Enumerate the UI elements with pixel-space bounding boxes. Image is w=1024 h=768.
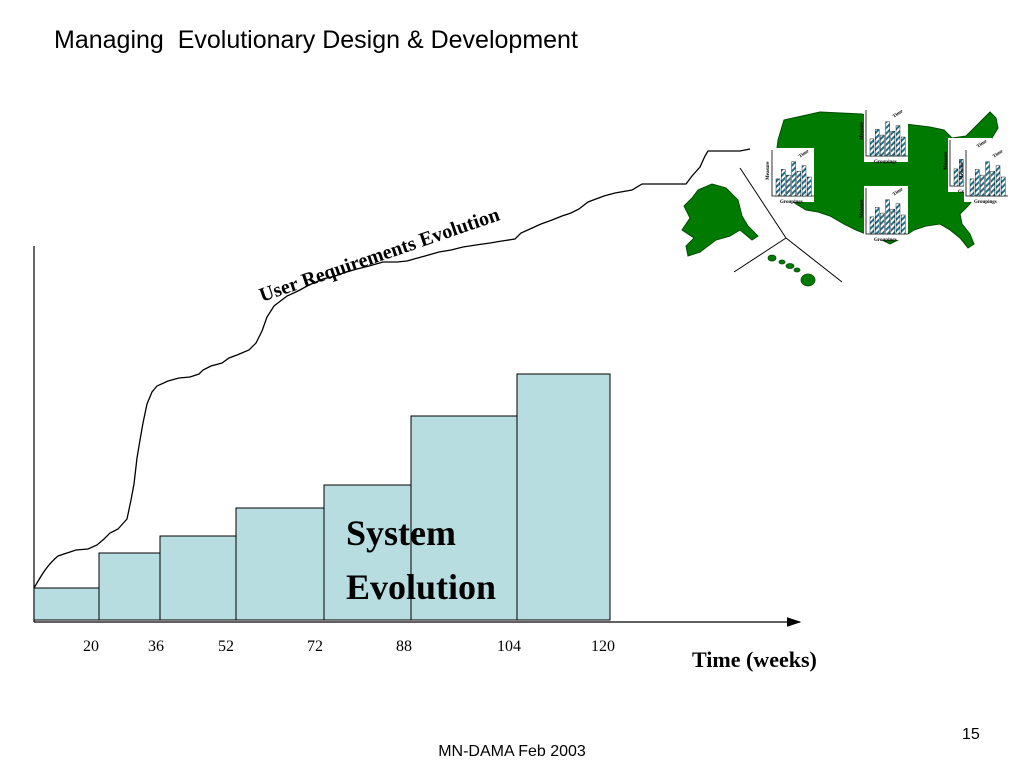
mini-chart-bar — [980, 174, 985, 197]
x-tick-label: 120 — [591, 638, 615, 655]
mini-chart-bar — [880, 134, 885, 157]
mini-chart-measure-label: Measure — [944, 151, 949, 170]
x-tick-label: 72 — [307, 638, 323, 655]
mini-chart-bar — [953, 168, 959, 187]
mini-chart-bar — [791, 161, 796, 197]
mini-chart-bar — [786, 174, 791, 197]
user-requirements-curve — [33, 148, 751, 589]
mini-chart-groupings-label: Groupings — [974, 200, 997, 205]
mini-chart-bar — [801, 165, 807, 197]
mini-chart-bar — [990, 171, 995, 197]
mini-chart-time-label: Time — [798, 149, 811, 160]
mini-chart-bar — [895, 203, 901, 235]
mini-chart-bar — [890, 209, 895, 235]
mini-chart-bar — [995, 165, 1001, 197]
mini-chart-time-label: Time — [976, 139, 989, 150]
mini-chart-bar — [869, 216, 875, 235]
mini-chart-time-label: Time — [992, 149, 1005, 160]
mini-chart-group: Measure Time Groupings Measure Time Groupings… — [766, 108, 1008, 243]
mini-chart-bar — [869, 138, 875, 157]
mini-chart-bar — [880, 212, 885, 235]
bar-1 — [33, 587, 100, 621]
mini-chart: Measure Time Groupings — [860, 186, 908, 243]
mini-chart: Measure Time Groupings — [960, 148, 1008, 205]
us-mainland-map — [775, 111, 999, 249]
mini-chart-bar — [875, 207, 880, 235]
bar-2 — [98, 552, 161, 621]
bar-5 — [323, 484, 412, 621]
mini-chart-bar — [807, 176, 812, 197]
mini-chart-bar — [975, 169, 980, 197]
system-label-line-2: Evolution — [346, 567, 496, 607]
x-tick-label: 104 — [497, 638, 521, 655]
x-tick-label: 88 — [396, 638, 412, 655]
inset-divider — [739, 167, 787, 239]
mini-chart-groupings-label: Groupings — [874, 160, 897, 165]
inset-divider — [785, 237, 843, 283]
mini-chart-bar — [969, 178, 975, 197]
x-tick-label: 36 — [148, 638, 164, 655]
system-evolution-bars — [33, 373, 611, 621]
curve-label: User Requirements Evolution — [256, 204, 502, 307]
mini-chart-bar — [796, 171, 801, 197]
mini-chart-measure-label: Measure — [766, 161, 771, 180]
mini-chart-bar — [885, 199, 890, 235]
x-tick-label: 52 — [218, 638, 234, 655]
mini-chart-groupings-label: Groupings — [780, 200, 803, 205]
mini-chart-bar — [885, 121, 890, 157]
mini-chart-bar — [890, 131, 895, 157]
mini-chart-bar — [901, 136, 906, 157]
bar-3 — [159, 535, 237, 621]
mini-chart-bar — [901, 214, 906, 235]
system-label-line-1: System — [346, 513, 456, 553]
hawaii-map — [767, 254, 816, 287]
bar-6 — [410, 415, 518, 621]
page-number: 15 — [962, 726, 980, 743]
bar-7 — [516, 373, 611, 621]
footer-text: MN-DAMA Feb 2003 — [438, 743, 586, 760]
x-axis-label: Time (weeks) — [692, 647, 817, 672]
mini-chart: Measure Time Groupings — [766, 148, 814, 205]
mini-chart-bar — [781, 169, 786, 197]
mini-chart-bar — [775, 178, 781, 197]
mini-chart-time-label: Time — [892, 187, 905, 198]
us-map-inset: Measure Time Groupings Measure Time Groupings… — [681, 108, 1008, 287]
mini-chart-bar — [895, 125, 901, 157]
x-tick-label: 20 — [83, 638, 99, 655]
alaska-map — [681, 183, 759, 257]
mini-chart-measure-label: Measure — [860, 121, 865, 140]
mini-chart-measure-label: Measure — [960, 161, 965, 180]
mini-chart-bar — [875, 129, 880, 157]
mini-chart-groupings-label: Groupings — [874, 238, 897, 243]
bar-4 — [235, 507, 325, 621]
inset-divider — [733, 237, 787, 273]
mini-chart-bar — [1001, 176, 1006, 197]
slide-title: Managing Evolutionary Design & Developme… — [54, 26, 578, 54]
mini-chart-time-label: Time — [892, 109, 905, 120]
mini-chart-bar — [959, 159, 964, 187]
x-tick-labels: 20 36 52 72 88 104 120 — [83, 638, 615, 655]
mini-chart-bar — [985, 161, 990, 197]
mini-chart-measure-label: Measure — [860, 199, 865, 218]
mini-chart: Measure Time Groupings — [860, 108, 908, 165]
